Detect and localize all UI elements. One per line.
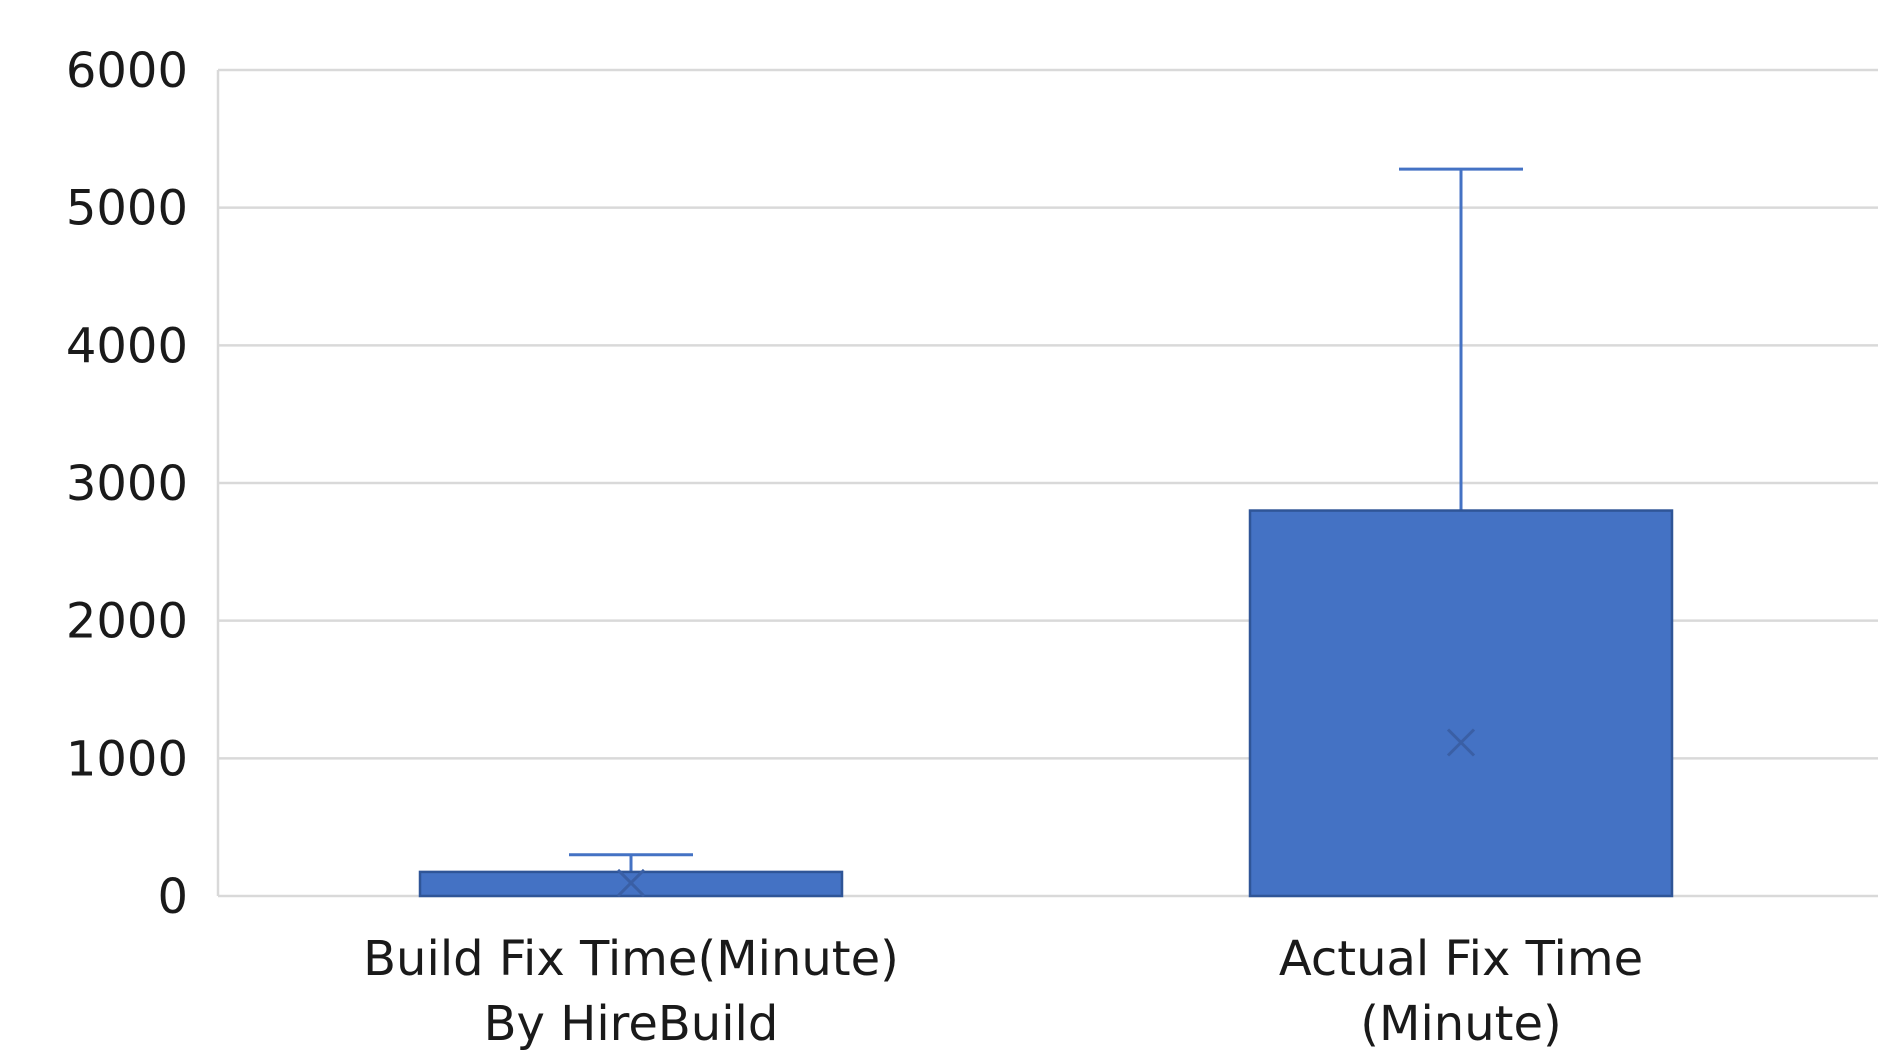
y-tick-label-0: 0: [157, 869, 188, 925]
boxes: [418, 167, 1674, 898]
y-axis-tick-labels: 0 1000 2000 3000 4000 5000 6000: [66, 43, 188, 925]
box-2: [1248, 167, 1674, 898]
mean-marker-b-2: [1446, 728, 1476, 757]
x-category-label-2-line-1: Actual Fix Time: [1279, 931, 1643, 987]
x-category-label-2-line-2: (Minute): [1360, 996, 1561, 1051]
y-tick-label-1000: 1000: [66, 731, 188, 787]
y-tick-label-2000: 2000: [66, 594, 188, 650]
box-rect-2: [1248, 509, 1674, 898]
x-category-label-1-line-2: By HireBuild: [484, 996, 779, 1051]
x-category-label-1-line-1: Build Fix Time(Minute): [363, 931, 899, 987]
y-tick-label-4000: 4000: [66, 318, 188, 374]
x-axis-category-labels: Build Fix Time(Minute) By HireBuild Actual…: [363, 931, 1643, 1051]
box-1: [418, 853, 844, 898]
y-tick-label-6000: 6000: [66, 43, 188, 99]
y-tick-label-3000: 3000: [66, 456, 188, 512]
mean-marker-b-1: [616, 868, 646, 897]
y-tick-label-5000: 5000: [66, 181, 188, 237]
